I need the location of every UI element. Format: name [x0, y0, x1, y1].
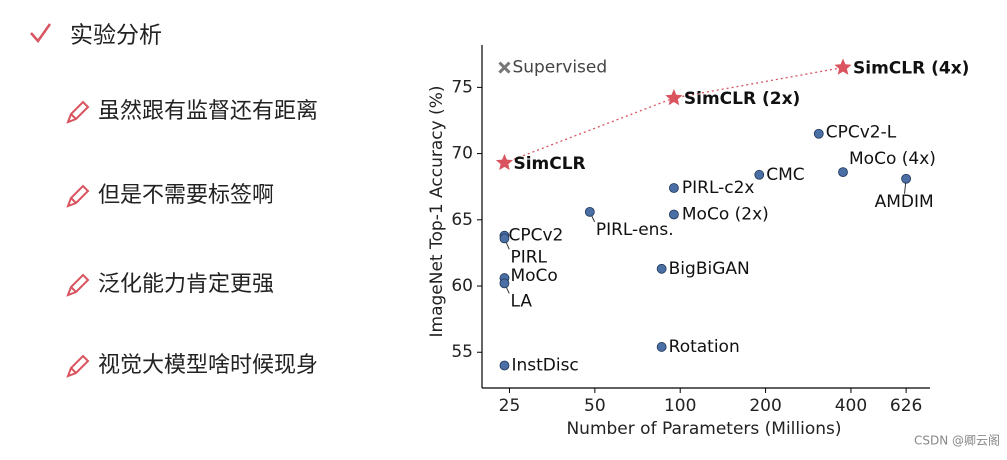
point-label: MoCo (4x) — [849, 149, 936, 169]
star-point — [834, 58, 852, 75]
circle-point — [754, 169, 765, 180]
point-label: MoCo (2x) — [682, 205, 769, 225]
bullet-text: 虽然跟有监督还有距离 — [98, 99, 318, 124]
trend-line — [504, 66, 844, 164]
x-tick-label: 200 — [749, 396, 781, 416]
point-label: CPCv2 — [508, 226, 563, 246]
circle-point — [656, 263, 667, 274]
circle-point — [901, 173, 912, 184]
x-tick-label: 25 — [499, 396, 521, 416]
point-label: MoCo — [510, 266, 557, 286]
circle-point — [584, 206, 595, 217]
point-label: PIRL-ens. — [596, 220, 674, 240]
point-label: LA — [510, 291, 532, 311]
point-label: InstDisc — [511, 355, 578, 375]
x-tick-label: 400 — [835, 396, 867, 416]
bullet-text: 泛化能力肯定更强 — [98, 272, 274, 297]
x-tick-label: 100 — [664, 396, 696, 416]
point-label: CPCv2-L — [826, 123, 897, 143]
pencil-icon — [66, 184, 90, 208]
y-tick-label: 75 — [451, 77, 473, 97]
circle-point — [838, 167, 848, 178]
x-axis-label: Number of Parameters (Millions) — [566, 419, 841, 439]
star-point — [665, 89, 683, 106]
point-label: AMDIM — [875, 192, 934, 212]
point-label: CMC — [766, 165, 804, 185]
point-label: SimCLR (4x) — [853, 59, 969, 79]
heading: 实验分析 — [70, 23, 162, 49]
y-tick-label: 60 — [451, 276, 473, 296]
point-label: Supervised — [512, 58, 607, 78]
point-label: PIRL — [510, 247, 547, 267]
point-label: Rotation — [669, 337, 740, 357]
x-tick-label: 50 — [584, 396, 606, 416]
circle-point — [499, 278, 510, 289]
circle-point — [813, 128, 824, 139]
pencil-icon — [66, 354, 90, 378]
check-icon — [30, 23, 52, 44]
bullet-text: 但是不需要标签啊 — [98, 183, 274, 208]
circle-point — [668, 183, 679, 193]
point-label: SimCLR — [513, 154, 585, 174]
circle-point — [499, 233, 510, 244]
circle-point — [499, 360, 510, 371]
y-axis-label: ImageNet Top-1 Accuracy (%) — [427, 86, 447, 338]
point-label: SimCLR (2x) — [684, 89, 800, 109]
circle-point — [656, 342, 667, 352]
circle-point — [668, 209, 679, 220]
point-label: PIRL-c2x — [682, 178, 755, 198]
point-label: BigBiGAN — [669, 259, 750, 279]
y-tick-label: 65 — [451, 210, 473, 230]
y-tick-label: 55 — [451, 342, 473, 362]
pencil-icon — [66, 273, 90, 297]
x-tick-label: 626 — [890, 396, 922, 416]
cross-point — [498, 61, 511, 74]
watermark: CSDN @卿云阁 — [914, 434, 1000, 448]
y-tick-label: 70 — [451, 144, 473, 164]
pencil-icon — [66, 100, 90, 124]
star-point — [495, 153, 513, 171]
bullet-text: 视觉大模型啥时候现身 — [98, 353, 318, 378]
